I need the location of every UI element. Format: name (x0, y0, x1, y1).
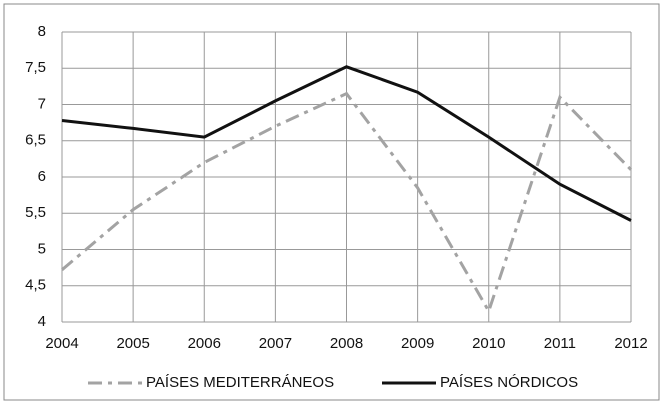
y-tick-label: 6 (38, 168, 46, 185)
y-tick-label: 5 (38, 240, 46, 257)
y-tick-label: 6,5 (25, 132, 46, 149)
x-tick-label: 2008 (330, 335, 363, 352)
series-line (61, 91, 633, 315)
legend-label: PAÍSES MEDITERRÁNEOS (146, 374, 334, 391)
y-tick-label: 7,5 (25, 59, 46, 76)
y-tick-label: 4,5 (25, 277, 46, 294)
x-tick-label: 2009 (401, 335, 434, 352)
x-tick-label: 2005 (116, 335, 149, 352)
x-tick-label: 2010 (472, 335, 505, 352)
x-tick-label: 2006 (188, 335, 221, 352)
y-tick-label: 4 (38, 313, 46, 330)
chart-frame (3, 3, 660, 401)
y-tick-label: 5,5 (25, 204, 46, 221)
legend-label: PAÍSES NÓRDICOS (440, 374, 578, 391)
series-line (61, 65, 632, 222)
x-tick-label: 2012 (614, 335, 647, 352)
y-tick-label: 8 (38, 23, 46, 40)
x-tick-label: 2007 (259, 335, 292, 352)
x-tick-label: 2011 (544, 335, 576, 352)
x-tick-label: 2004 (45, 335, 78, 352)
y-tick-label: 7 (38, 95, 46, 112)
